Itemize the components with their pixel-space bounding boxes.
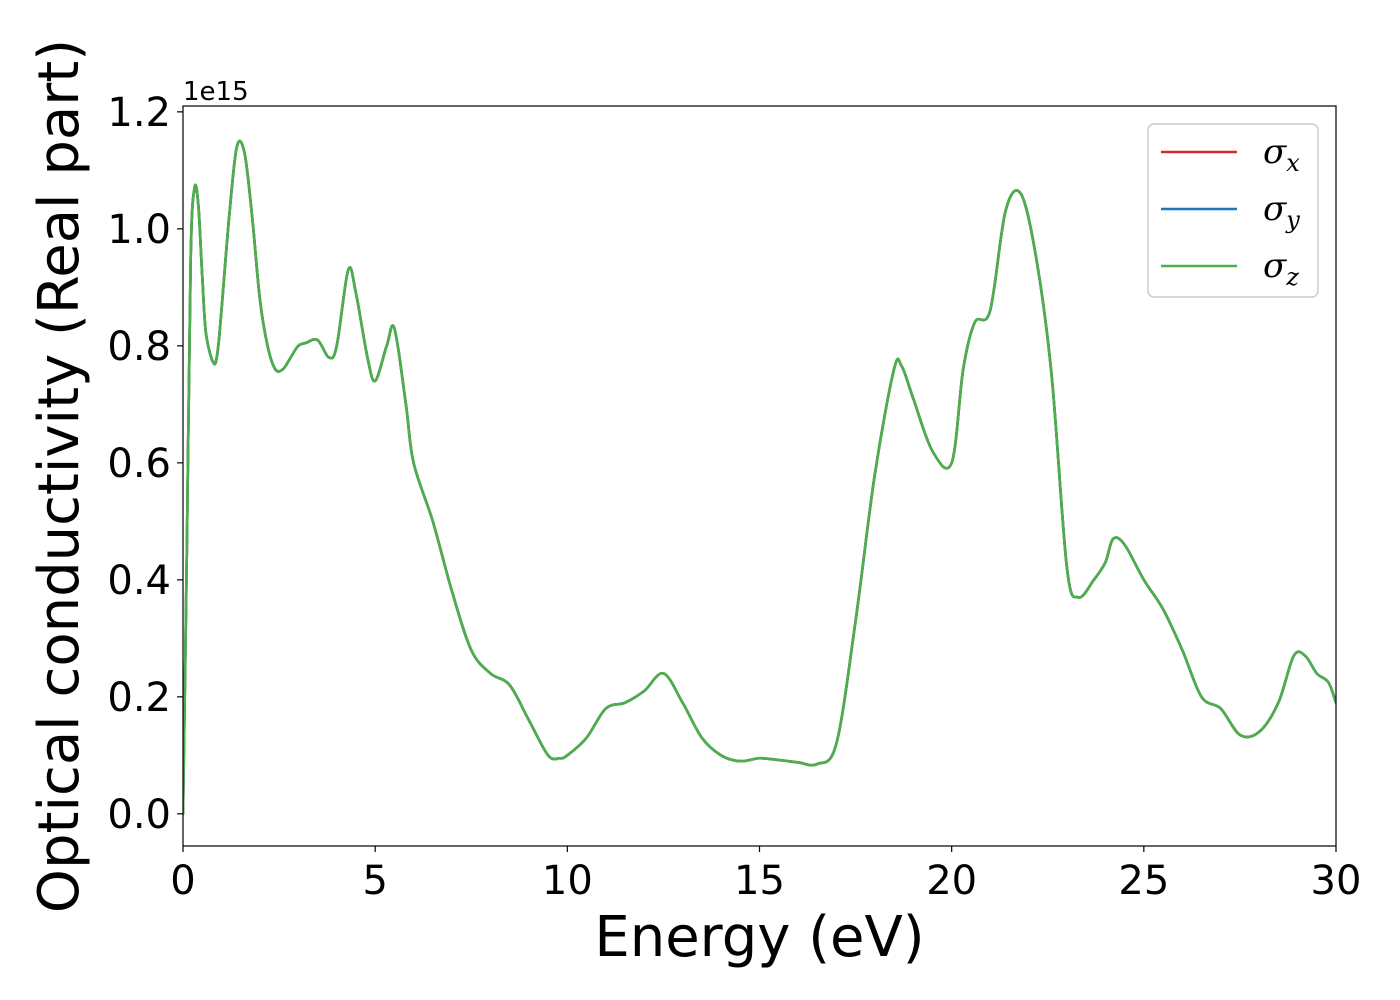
y-axis-title: Optical conductivity (Real part) (27, 39, 92, 913)
x-axis-ticks: 0 5 10 15 20 25 30 (170, 846, 1361, 904)
y-offset-label: 1e15 (183, 77, 249, 107)
legend-symbol: σ (1263, 246, 1287, 286)
y-tick-label: 1.0 (107, 207, 171, 253)
legend-symbol: σ (1263, 132, 1287, 172)
x-tick-label: 15 (734, 858, 785, 904)
x-tick-label: 0 (170, 858, 195, 904)
legend-symbol: σ (1263, 189, 1287, 229)
legend-label-y: σy (1263, 189, 1300, 234)
series-lines (183, 139, 1336, 816)
y-axis-ticks: 0.0 0.2 0.4 0.6 0.8 1.0 1.2 (107, 90, 183, 838)
y-tick-label: 1.2 (107, 90, 171, 136)
x-tick-label: 10 (542, 858, 593, 904)
series-line-sigma-z (183, 139, 1336, 816)
y-tick-label: 0.4 (107, 558, 171, 604)
x-axis-title: Energy (eV) (594, 905, 924, 970)
y-tick-label: 0.6 (107, 441, 171, 487)
x-tick-label: 25 (1118, 858, 1169, 904)
legend-subscript: x (1286, 149, 1300, 177)
x-tick-label: 20 (926, 858, 977, 904)
legend-subscript: y (1285, 206, 1300, 234)
legend-label-z: σz (1263, 246, 1299, 291)
legend-label-x: σx (1263, 132, 1300, 177)
x-tick-label: 5 (362, 858, 387, 904)
legend-box (1147, 123, 1319, 298)
x-tick-label: 30 (1311, 858, 1362, 904)
y-tick-label: 0.0 (107, 792, 171, 838)
y-tick-label: 0.8 (107, 324, 171, 370)
y-tick-label: 0.2 (107, 675, 171, 721)
legend-subscript: z (1285, 263, 1299, 291)
